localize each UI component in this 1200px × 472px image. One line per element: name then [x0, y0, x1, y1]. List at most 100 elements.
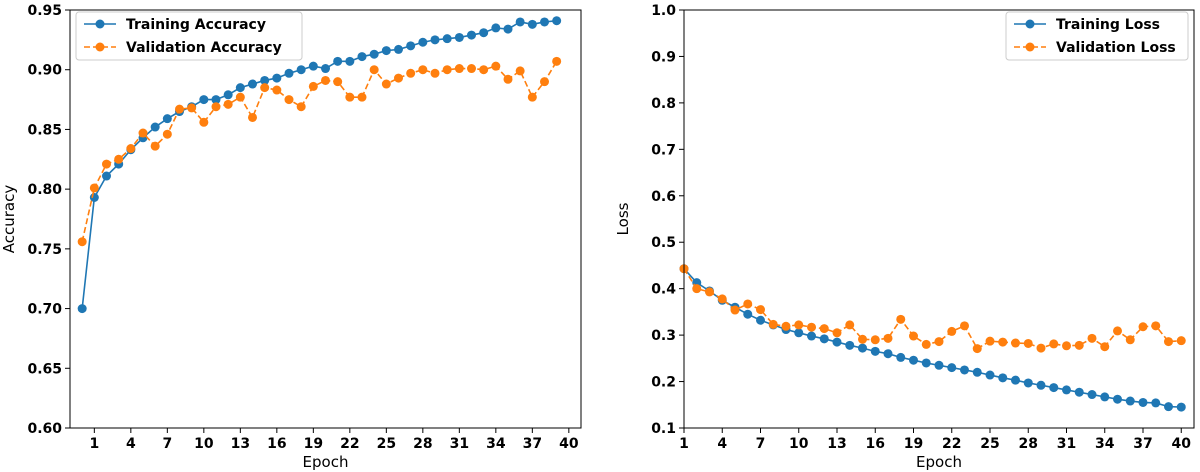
y-tick-label: 0.9: [651, 49, 676, 65]
data-point: [807, 331, 816, 341]
data-point: [223, 99, 233, 109]
data-point: [756, 315, 765, 325]
data-point: [260, 83, 270, 93]
y-tick-label: 0.75: [27, 242, 62, 258]
data-point: [381, 46, 391, 56]
data-point: [77, 304, 87, 314]
x-tick-label: 1: [679, 436, 689, 452]
y-tick-label: 0.2: [651, 375, 676, 391]
data-point: [819, 334, 829, 344]
data-point: [345, 56, 355, 66]
data-point: [1011, 338, 1020, 348]
data-point: [175, 104, 184, 114]
data-point: [768, 319, 778, 329]
x-tick-label: 40: [1172, 436, 1192, 452]
data-point: [909, 355, 918, 365]
data-point: [947, 326, 957, 336]
data-point: [491, 23, 501, 33]
legend-box: [1005, 11, 1189, 61]
chart-1: 1 4 7 10 13 16 19 22 25 28 31 34 37 40 0.60 0.65 0.70 0.7…: [0, 3, 582, 471]
data-point: [308, 81, 318, 91]
y-tick-label: 0.7: [651, 142, 676, 158]
data-point: [1176, 402, 1186, 412]
x-tick-label: 25: [377, 436, 396, 452]
data-point: [89, 183, 99, 193]
data-point: [896, 352, 906, 362]
legend-entry-label: Training Accuracy: [126, 17, 266, 33]
legend-entry-label: Validation Accuracy: [126, 40, 282, 56]
data-point: [515, 66, 525, 76]
data-point: [321, 75, 330, 85]
data-point: [540, 77, 549, 87]
data-point: [1049, 339, 1059, 349]
data-point: [138, 128, 148, 138]
data-point: [284, 95, 294, 105]
data-point: [832, 337, 842, 347]
series-1: [679, 264, 1186, 412]
data-point: [296, 65, 306, 75]
series-line: [81, 19, 557, 309]
data-point: [1100, 392, 1110, 402]
x-tick-label: 31: [450, 436, 469, 452]
data-point: [1164, 337, 1173, 347]
data-point: [260, 75, 270, 85]
series-line: [683, 268, 1182, 408]
x-tick-label: 1: [89, 436, 99, 452]
legend-swatch-marker: [95, 42, 105, 52]
data-point: [527, 19, 537, 29]
x-tick-label: 34: [1095, 436, 1115, 452]
data-point: [794, 328, 804, 338]
legend-swatch-marker: [95, 19, 105, 29]
x-tick-label: 19: [904, 436, 923, 452]
data-point: [858, 343, 867, 353]
data-point: [126, 144, 136, 154]
data-point: [442, 65, 452, 75]
data-point: [921, 339, 931, 349]
x-tick-label: 16: [866, 436, 885, 452]
data-point: [223, 90, 233, 100]
x-tick-label: 4: [717, 436, 727, 452]
plot-frame: [69, 9, 582, 429]
data-point: [1100, 342, 1110, 352]
data-point: [272, 73, 282, 83]
data-point: [467, 30, 476, 40]
data-point: [552, 16, 562, 26]
data-point: [162, 114, 172, 124]
data-point: [1023, 338, 1033, 348]
data-point: [527, 92, 537, 102]
data-point: [756, 305, 765, 315]
y-tick-label: 0.85: [27, 122, 62, 138]
data-point: [1074, 340, 1084, 350]
data-point: [960, 321, 969, 331]
data-point: [985, 370, 995, 380]
data-point: [540, 17, 549, 27]
x-tick-label: 16: [267, 436, 286, 452]
data-point: [552, 56, 562, 66]
y-tick-label: 0.70: [27, 302, 62, 318]
x-tick-label: 25: [980, 436, 999, 452]
data-point: [960, 365, 969, 375]
data-point: [199, 95, 209, 105]
data-point: [705, 287, 714, 297]
y-tick-label: 0.90: [27, 63, 62, 79]
data-point: [883, 333, 893, 343]
x-tick-label: 22: [340, 436, 359, 452]
series-2: [679, 264, 1186, 354]
data-point: [858, 334, 867, 344]
data-point: [394, 44, 403, 54]
data-point: [947, 363, 957, 373]
legend: Training Accuracy Validation Accuracy: [75, 11, 303, 61]
legend-swatch-marker: [1025, 42, 1035, 52]
data-point: [896, 314, 906, 324]
data-point: [187, 103, 197, 113]
series-2: [77, 56, 562, 247]
chart-2: 1 4 7 10 13 16 19 22 25 28 31 34 37 40 0.1 0.2 0.3 0.4 0.5…: [614, 3, 1195, 471]
data-point: [235, 92, 245, 102]
data-point: [730, 305, 740, 315]
data-point: [394, 73, 403, 83]
x-tick-label: 10: [789, 436, 809, 452]
data-point: [934, 337, 944, 347]
data-point: [1049, 383, 1059, 393]
x-tick-label: 31: [1057, 436, 1076, 452]
data-point: [807, 322, 816, 332]
